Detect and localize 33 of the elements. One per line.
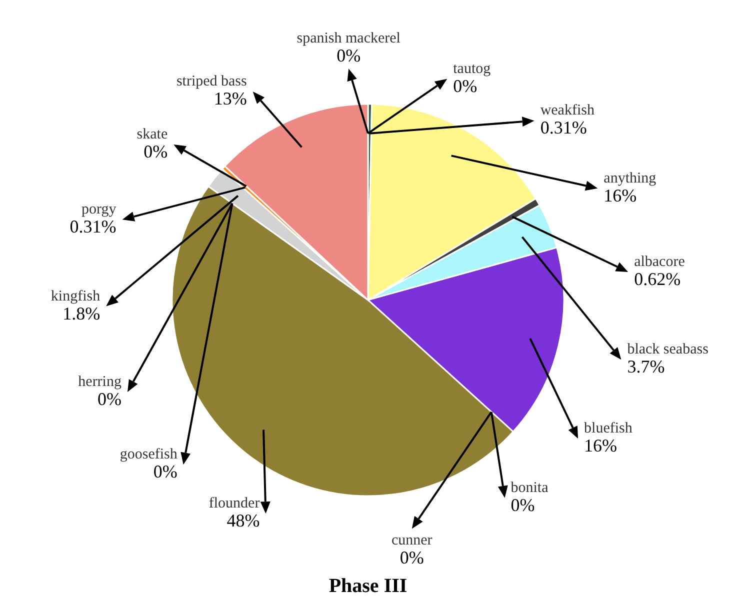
- slice-label: kingfish: [50, 288, 101, 304]
- data-label: 16%: [604, 185, 637, 206]
- slice-label: black seabass: [627, 342, 709, 358]
- text: 0%: [510, 494, 535, 515]
- legend-label: bonita: [510, 480, 549, 496]
- category-label: herring: [78, 374, 122, 390]
- data-label: 3.7%: [627, 356, 665, 377]
- category-label: cunner: [391, 532, 432, 549]
- data-label: 0.62%: [634, 268, 681, 289]
- category-label: skate: [136, 126, 168, 142]
- text: 0%: [153, 462, 178, 482]
- slice-label: anything: [604, 170, 657, 186]
- slice-label: striped bass: [176, 74, 248, 90]
- text: 0%: [97, 389, 122, 410]
- text: 0%: [453, 76, 478, 96]
- data-label: 0.31%: [70, 216, 116, 237]
- data-label: 0.31%: [540, 118, 587, 138]
- text: Phase III: [328, 575, 408, 597]
- category-label: goosefish: [120, 446, 178, 463]
- slice-label: bluefish: [584, 420, 633, 437]
- slice-label: albacore: [634, 254, 686, 270]
- slice-label: weakfish: [540, 102, 595, 119]
- text: 0%: [400, 548, 424, 568]
- data-label: 16%: [584, 436, 618, 456]
- data-label: 13%: [214, 88, 247, 109]
- category-label: tautog: [453, 60, 491, 77]
- slice-label: flounder: [208, 496, 260, 512]
- text: 0%: [144, 141, 168, 162]
- text: 0%: [336, 46, 361, 66]
- slice-label: porgy: [82, 202, 117, 218]
- data-label: 1.8%: [62, 303, 100, 324]
- category-label: spanish mackerel: [296, 30, 400, 47]
- data-label: 48%: [226, 510, 260, 531]
